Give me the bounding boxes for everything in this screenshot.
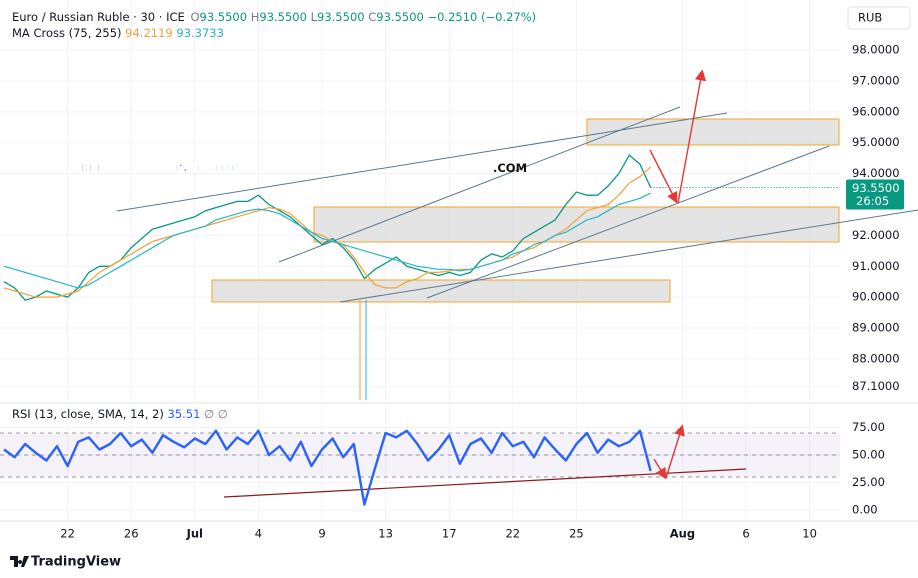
countdown: 26:05 bbox=[856, 194, 889, 208]
y-tick-label: 90.0000 bbox=[852, 290, 900, 304]
x-tick-label: 10 bbox=[802, 527, 817, 541]
rsi-value: 35.51 bbox=[168, 407, 201, 421]
last-price-box bbox=[846, 179, 904, 210]
x-tick-label: Aug bbox=[670, 527, 695, 541]
x-tick-label: 22 bbox=[60, 527, 75, 541]
series-line bbox=[3, 192, 651, 289]
watermark: BEL bbox=[80, 161, 105, 175]
legend-line: Euro / Russian Ruble · 30 · ICE O93.5500… bbox=[12, 10, 536, 24]
y-tick-label: 50.00 bbox=[852, 448, 885, 462]
zone bbox=[586, 118, 840, 146]
axis-layer: 98.0000 97.0000 96.0000 95.0000 94.0000 92.00… bbox=[60, 43, 904, 541]
symbol: Euro / Russian Ruble · 30 · ICE bbox=[12, 10, 185, 24]
y-tick-label: 98.0000 bbox=[852, 43, 900, 57]
y-tick-label: 96.0000 bbox=[852, 104, 900, 118]
arrow bbox=[665, 424, 685, 479]
trend-line bbox=[339, 209, 918, 303]
arrows bbox=[649, 69, 706, 480]
trend-lines bbox=[116, 106, 918, 303]
ma-value: 93.3733 bbox=[176, 26, 224, 40]
series-layer bbox=[3, 154, 840, 506]
rsi-name: RSI (13, close, SMA, 14, 2) bbox=[12, 407, 164, 421]
x-tick-label: 13 bbox=[378, 527, 393, 541]
zone bbox=[313, 206, 840, 243]
indicator-legend: MA Cross (75, 255) 94.2119 93.3733 bbox=[12, 26, 224, 40]
ohlc-value: 93.5500 bbox=[317, 10, 365, 24]
x-tick-label: 6 bbox=[742, 527, 749, 541]
currency[interactable]: RUB bbox=[858, 11, 882, 25]
y-tick-label: 88.0000 bbox=[852, 351, 900, 365]
currency-box[interactable] bbox=[847, 6, 911, 30]
x-tick-label: 17 bbox=[442, 527, 457, 541]
zone bbox=[211, 279, 671, 303]
arrow bbox=[649, 149, 678, 204]
x-tick-label: 9 bbox=[318, 527, 325, 541]
y-tick-label: 87.1000 bbox=[852, 379, 900, 393]
rsi-flags: ∅ ∅ bbox=[204, 407, 228, 421]
indicator-name: MA Cross (75, 255) bbox=[12, 26, 122, 40]
ohlc-value: 93.5500 bbox=[259, 10, 307, 24]
ohlc-key: L bbox=[311, 10, 318, 24]
grid bbox=[0, 0, 840, 520]
series-line bbox=[3, 429, 652, 506]
trend-line bbox=[426, 145, 830, 299]
y-tick-label: 75.00 bbox=[852, 420, 885, 434]
watermark: .COM bbox=[493, 161, 527, 175]
y-tick-label: 91.0000 bbox=[852, 259, 900, 273]
ohlc-key: H bbox=[251, 10, 260, 24]
brand: TradingView bbox=[10, 555, 121, 570]
arrow bbox=[677, 69, 706, 204]
x-tick-label: 22 bbox=[505, 527, 520, 541]
y-tick-label: 97.0000 bbox=[852, 73, 900, 87]
x-tick-label: Jul bbox=[186, 527, 203, 541]
trend-line bbox=[278, 106, 681, 263]
y-tick-label: 25.00 bbox=[852, 475, 885, 489]
x-tick-label: 25 bbox=[569, 527, 584, 541]
brand-name: TradingView bbox=[31, 555, 121, 570]
y-tick-label: 94.0000 bbox=[852, 166, 900, 180]
y-tick-label: 95.0000 bbox=[852, 135, 900, 149]
last-price-label: 93.5500 bbox=[852, 181, 900, 195]
ohlc-key: O bbox=[190, 10, 199, 24]
ohlc-value: 93.5500 bbox=[200, 10, 248, 24]
y-tick-label: 89.0000 bbox=[852, 321, 900, 335]
change: −0.2510 (−0.27%) bbox=[427, 10, 536, 24]
ma-value: 94.2119 bbox=[125, 26, 173, 40]
x-tick-label: 4 bbox=[255, 527, 262, 541]
ohlc-key: C bbox=[368, 10, 376, 24]
trend-line bbox=[116, 112, 728, 212]
rsi-legend: RSI (13, close, SMA, 14, 2) 35.51 ∅ ∅ bbox=[12, 407, 228, 421]
y-tick-label: 92.0000 bbox=[852, 228, 900, 242]
x-tick-label: 26 bbox=[124, 527, 139, 541]
price-axis-bg bbox=[840, 0, 918, 578]
ohlc-value: 93.5500 bbox=[376, 10, 424, 24]
arrow bbox=[653, 458, 667, 480]
brand-logo bbox=[10, 556, 29, 567]
watermark: INVESTOR bbox=[174, 161, 240, 175]
y-tick-label: 0.00 bbox=[852, 502, 878, 516]
